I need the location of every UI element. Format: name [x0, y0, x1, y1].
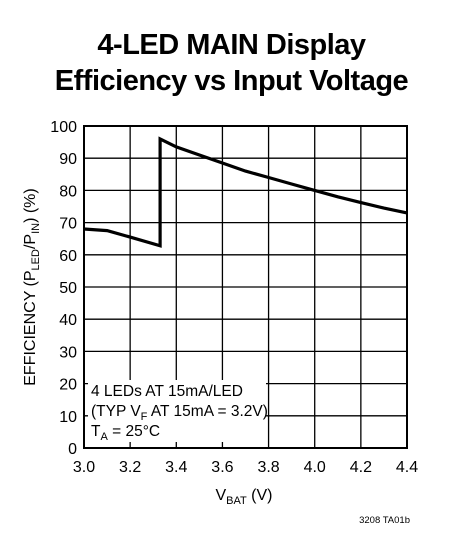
x-axis-label: VBAT (V) — [215, 487, 272, 507]
y-tick-label: 30 — [59, 344, 77, 361]
chart-title-line-1: 4-LED MAIN Display — [97, 29, 366, 61]
y-tick-label: 60 — [59, 248, 77, 265]
y-tick-label: 0 — [68, 441, 77, 458]
y-tick-label: 40 — [59, 312, 77, 329]
x-tick-label: 4.4 — [396, 459, 418, 476]
x-tick-label: 3.2 — [119, 459, 141, 476]
x-tick-label: 3.6 — [211, 459, 233, 476]
y-tick-labels: 0 10 20 30 40 50 60 70 80 90 100 — [50, 119, 77, 458]
x-tick-label: 3.8 — [257, 459, 279, 476]
y-tick-label: 10 — [59, 409, 77, 426]
annotation-line-2: (TYP VF AT 15mA = 3.2V) — [91, 403, 268, 423]
annotation-line-3: TA = 25°C — [91, 423, 160, 443]
y-tick-label: 70 — [59, 216, 77, 233]
y-axis-label: EFFICIENCY (PLED/PIN) (%) — [22, 188, 42, 385]
x-tick-labels: 3.0 3.2 3.4 3.6 3.8 4.0 4.2 4.4 — [73, 459, 418, 476]
y-tick-label: 20 — [59, 377, 77, 394]
y-tick-label: 50 — [59, 280, 77, 297]
figure-code: 3208 TA01b — [359, 515, 410, 526]
y-tick-label: 90 — [59, 151, 77, 168]
plot-frame — [83, 125, 408, 449]
y-tick-label: 100 — [50, 119, 77, 136]
chart-title-line-2: Efficiency vs Input Voltage — [54, 65, 409, 97]
y-tick-label: 80 — [59, 183, 77, 200]
annotation-background — [88, 380, 266, 442]
efficiency-curve — [83, 136, 408, 248]
x-tick-label: 4.0 — [304, 459, 326, 476]
annotation-line-1: 4 LEDs AT 15mA/LED — [91, 383, 243, 400]
x-tick-label: 3.0 — [73, 459, 95, 476]
x-tick-label: 4.2 — [350, 459, 372, 476]
x-tick-label: 3.4 — [165, 459, 187, 476]
